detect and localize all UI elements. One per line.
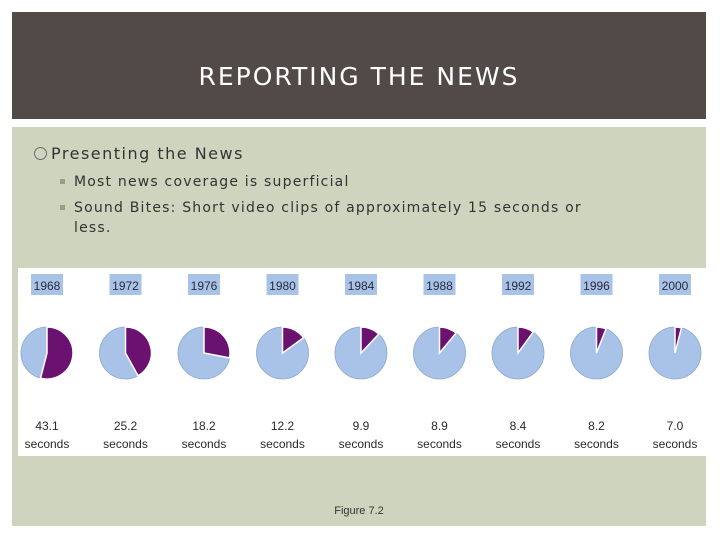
sub-bullet-2: Sound Bites: Short video clips of approx… — [58, 198, 618, 238]
pie-slice-1980 — [281, 326, 305, 355]
year-box-1984 — [345, 274, 377, 295]
pie-slice-2000 — [674, 326, 683, 354]
year-box-1972 — [109, 274, 142, 295]
sound-bite-pie-chart: 1968 43.1 seconds 1972 25.2 seconds 1976 18.2 se… — [20, 274, 702, 451]
year-label-1976: 1976 — [191, 279, 218, 293]
value-label-1996: 8.2 — [588, 419, 605, 433]
year-box-1992 — [502, 274, 534, 295]
sub-bullet-list: Most news coverage is superficial Sound … — [58, 172, 618, 244]
unit-label-1988: seconds — [417, 437, 462, 451]
year-label-1980: 1980 — [269, 279, 296, 293]
sub-bullet-1: Most news coverage is superficial — [58, 172, 618, 192]
content-area: Presenting the News Most news coverage i… — [12, 127, 710, 526]
year-label-1984: 1984 — [348, 279, 375, 293]
year-label-1996: 1996 — [583, 279, 610, 293]
pie-slice-1968 — [39, 326, 74, 380]
value-label-1980: 12.2 — [271, 419, 295, 433]
pie-slice-1984 — [360, 326, 380, 355]
unit-label-1980: seconds — [260, 437, 305, 451]
value-label-1988: 8.9 — [431, 419, 448, 433]
value-label-1968: 43.1 — [35, 419, 59, 433]
unit-label-1996: seconds — [574, 437, 619, 451]
value-label-1972: 25.2 — [114, 419, 138, 433]
year-box-1988 — [423, 274, 456, 295]
year-box-2000 — [659, 274, 691, 295]
year-box-1980 — [266, 274, 299, 295]
pie-chart-figure: 1968 43.1 seconds 1972 25.2 seconds 1976 18.2 se… — [18, 268, 710, 456]
year-label-1972: 1972 — [112, 279, 139, 293]
pie-slice-1996 — [595, 326, 608, 354]
bullet-main: Presenting the News — [34, 144, 244, 163]
year-label-1992: 1992 — [505, 279, 532, 293]
year-label-1988: 1988 — [426, 279, 453, 293]
pie-slice-1972 — [124, 326, 153, 377]
year-box-1996 — [580, 274, 613, 295]
value-label-1992: 8.4 — [510, 419, 527, 433]
value-label-2000: 7.0 — [667, 419, 684, 433]
pie-slice-1992 — [517, 326, 535, 356]
value-label-1984: 9.9 — [353, 419, 370, 433]
unit-label-1984: seconds — [339, 437, 384, 451]
year-box-1968 — [31, 274, 63, 295]
pie-slice-1988 — [438, 326, 458, 356]
year-label-1968: 1968 — [34, 279, 61, 293]
slide-title: REPORTING THE NEWS — [198, 62, 520, 91]
circle-bullet-icon — [34, 147, 47, 160]
square-bullet-icon — [60, 205, 65, 210]
square-bullet-icon — [60, 179, 65, 184]
year-label-2000: 2000 — [662, 279, 689, 293]
unit-label-1972: seconds — [103, 437, 148, 451]
pie-slice-1976 — [203, 326, 231, 359]
unit-label-1992: seconds — [496, 437, 541, 451]
value-label-1976: 18.2 — [192, 419, 216, 433]
unit-label-2000: seconds — [653, 437, 698, 451]
year-box-1976 — [188, 274, 220, 295]
sub-bullet-1-text: Most news coverage is superficial — [74, 174, 350, 190]
bullet-main-text: Presenting the News — [51, 144, 244, 163]
unit-label-1976: seconds — [182, 437, 227, 451]
figure-caption: Figure 7.2 — [334, 505, 384, 517]
sub-bullet-2-text: Sound Bites: Short video clips of approx… — [74, 200, 582, 236]
title-bar: REPORTING THE NEWS — [12, 12, 706, 119]
unit-label-1968: seconds — [25, 437, 70, 451]
